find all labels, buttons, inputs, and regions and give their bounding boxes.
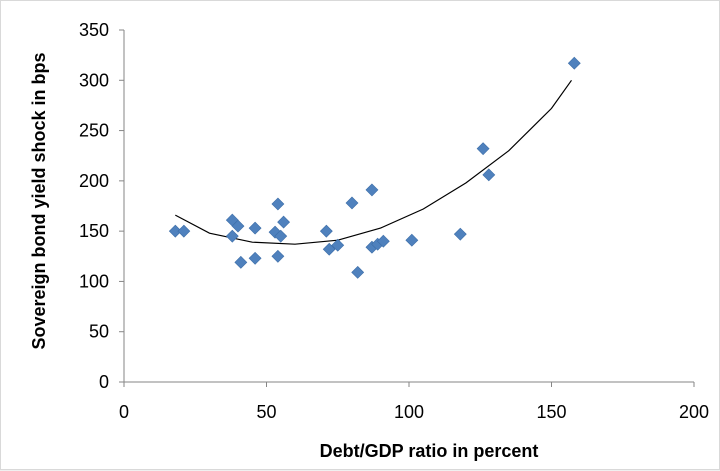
data-point [248, 221, 262, 235]
data-point [376, 234, 390, 248]
x-tick-label: 50 [256, 402, 276, 422]
y-tick-label: 300 [79, 70, 109, 90]
data-point [271, 249, 285, 263]
y-tick-label: 350 [79, 20, 109, 40]
trendline [175, 79, 572, 245]
data-point [365, 183, 379, 197]
data-point [453, 227, 467, 241]
y-tick-label: 100 [79, 271, 109, 291]
data-point [322, 242, 336, 256]
data-point [274, 229, 288, 243]
y-tick-label: 0 [99, 372, 109, 392]
data-point [277, 215, 291, 229]
data-point [331, 238, 345, 252]
data-point [248, 251, 262, 265]
data-point [271, 197, 285, 211]
y-tick-label: 150 [79, 221, 109, 241]
y-tick-label: 250 [79, 121, 109, 141]
axes: 0 50 100 150 200 250 300 350 0 50 100 150 200 [79, 20, 709, 422]
trendline-group [175, 79, 572, 245]
x-tick-label: 150 [536, 402, 566, 422]
x-tick-label: 100 [394, 402, 424, 422]
x-tick-label: 200 [679, 402, 709, 422]
data-point [345, 196, 359, 210]
data-point [234, 255, 248, 269]
data-point [177, 224, 191, 238]
data-points [168, 56, 581, 279]
y-axis-title: Sovereign bond yield shock in bps [29, 52, 49, 349]
data-point [225, 229, 239, 243]
data-point [482, 168, 496, 182]
y-tick-label: 200 [79, 171, 109, 191]
data-point [476, 142, 490, 156]
x-tick-label: 0 [119, 402, 129, 422]
data-point [351, 265, 365, 279]
y-tick-label: 50 [89, 322, 109, 342]
data-point [405, 233, 419, 247]
data-point [319, 224, 333, 238]
data-point [168, 224, 182, 238]
x-axis-title: Debt/GDP ratio in percent [320, 441, 539, 461]
data-point [231, 219, 245, 233]
data-point [567, 56, 581, 70]
